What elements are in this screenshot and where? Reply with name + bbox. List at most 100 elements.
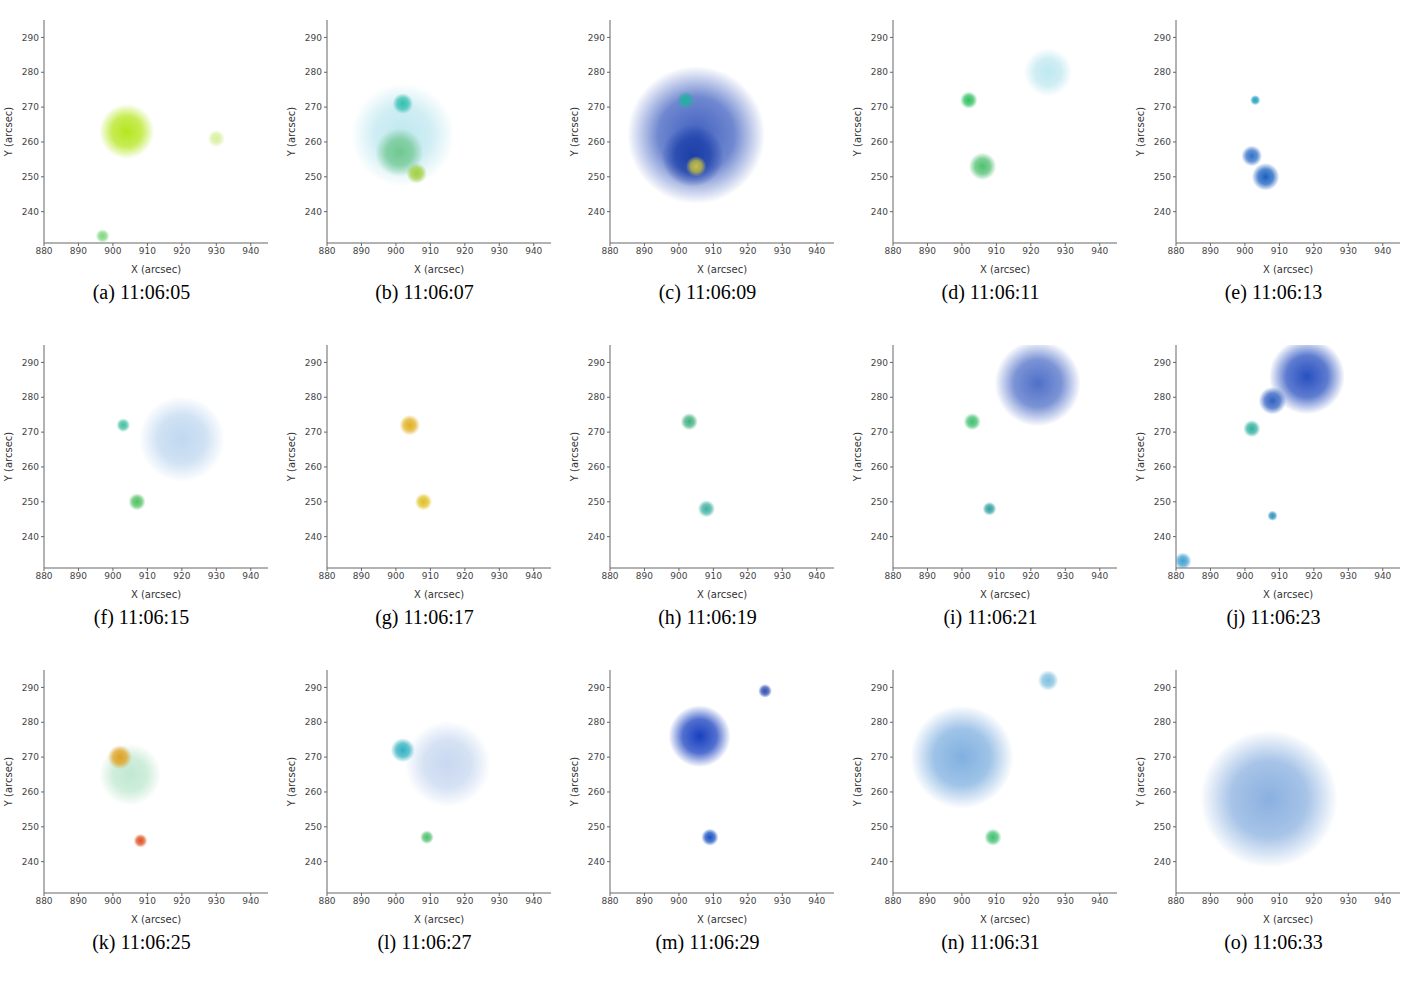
svg-text:250: 250	[870, 172, 887, 182]
svg-text:890: 890	[69, 571, 86, 581]
svg-text:910: 910	[704, 896, 721, 906]
svg-text:260: 260	[304, 462, 321, 472]
svg-text:900: 900	[387, 896, 404, 906]
svg-text:930: 930	[207, 246, 224, 256]
svg-text:290: 290	[21, 358, 38, 368]
svg-text:290: 290	[870, 358, 887, 368]
svg-text:250: 250	[587, 172, 604, 182]
svg-text:280: 280	[587, 67, 604, 77]
svg-text:260: 260	[304, 787, 321, 797]
svg-text:X (arcsec): X (arcsec)	[130, 589, 180, 600]
svg-text:900: 900	[670, 246, 687, 256]
svg-text:940: 940	[525, 246, 542, 256]
svg-text:880: 880	[884, 571, 901, 581]
svg-text:Y (arcsec): Y (arcsec)	[2, 432, 13, 483]
svg-text:290: 290	[1153, 358, 1170, 368]
svg-text:Y (arcsec): Y (arcsec)	[285, 107, 296, 158]
svg-text:910: 910	[704, 246, 721, 256]
svg-text:930: 930	[1056, 896, 1073, 906]
svg-text:930: 930	[490, 571, 507, 581]
svg-text:900: 900	[104, 246, 121, 256]
svg-text:890: 890	[352, 571, 369, 581]
svg-text:270: 270	[587, 752, 604, 762]
svg-text:910: 910	[138, 571, 155, 581]
svg-text:260: 260	[21, 787, 38, 797]
svg-text:270: 270	[304, 102, 321, 112]
svg-text:X (arcsec): X (arcsec)	[696, 914, 746, 925]
svg-text:X (arcsec): X (arcsec)	[413, 589, 463, 600]
svg-text:280: 280	[587, 392, 604, 402]
svg-text:270: 270	[304, 427, 321, 437]
svg-text:910: 910	[138, 246, 155, 256]
svg-text:240: 240	[870, 532, 887, 542]
svg-text:X (arcsec): X (arcsec)	[413, 914, 463, 925]
svg-text:250: 250	[870, 497, 887, 507]
svg-text:880: 880	[1167, 571, 1184, 581]
svg-text:900: 900	[953, 571, 970, 581]
svg-text:280: 280	[870, 717, 887, 727]
svg-text:260: 260	[304, 137, 321, 147]
svg-text:930: 930	[773, 246, 790, 256]
svg-text:250: 250	[21, 172, 38, 182]
svg-text:260: 260	[587, 787, 604, 797]
svg-text:X (arcsec): X (arcsec)	[979, 914, 1029, 925]
svg-text:930: 930	[1056, 571, 1073, 581]
svg-text:920: 920	[1022, 246, 1039, 256]
svg-text:270: 270	[870, 427, 887, 437]
svg-text:920: 920	[173, 571, 190, 581]
svg-text:940: 940	[242, 571, 259, 581]
svg-text:900: 900	[670, 896, 687, 906]
svg-text:880: 880	[601, 246, 618, 256]
svg-text:240: 240	[1153, 532, 1170, 542]
svg-text:930: 930	[773, 896, 790, 906]
svg-text:290: 290	[304, 358, 321, 368]
svg-text:240: 240	[1153, 857, 1170, 867]
svg-text:890: 890	[352, 896, 369, 906]
svg-text:890: 890	[918, 896, 935, 906]
svg-text:940: 940	[525, 896, 542, 906]
svg-text:940: 940	[242, 246, 259, 256]
svg-text:260: 260	[587, 137, 604, 147]
svg-text:900: 900	[953, 246, 970, 256]
svg-text:250: 250	[304, 822, 321, 832]
svg-text:250: 250	[1153, 172, 1170, 182]
svg-text:920: 920	[1022, 896, 1039, 906]
svg-text:920: 920	[739, 896, 756, 906]
svg-text:Y (arcsec): Y (arcsec)	[851, 757, 862, 808]
svg-text:930: 930	[1339, 571, 1356, 581]
svg-text:880: 880	[1167, 246, 1184, 256]
svg-text:260: 260	[870, 787, 887, 797]
svg-text:250: 250	[21, 822, 38, 832]
svg-text:290: 290	[587, 33, 604, 43]
svg-text:890: 890	[352, 246, 369, 256]
svg-text:290: 290	[304, 683, 321, 693]
svg-text:280: 280	[304, 67, 321, 77]
svg-text:250: 250	[587, 822, 604, 832]
svg-text:920: 920	[456, 896, 473, 906]
svg-text:X (arcsec): X (arcsec)	[413, 264, 463, 275]
svg-text:930: 930	[207, 896, 224, 906]
svg-text:290: 290	[21, 33, 38, 43]
svg-text:280: 280	[304, 717, 321, 727]
svg-text:890: 890	[1201, 571, 1218, 581]
svg-text:890: 890	[635, 896, 652, 906]
svg-text:920: 920	[1305, 896, 1322, 906]
svg-text:930: 930	[1056, 246, 1073, 256]
svg-text:260: 260	[870, 462, 887, 472]
svg-text:290: 290	[304, 33, 321, 43]
svg-text:910: 910	[421, 246, 438, 256]
svg-text:240: 240	[870, 857, 887, 867]
svg-text:900: 900	[1236, 571, 1253, 581]
svg-text:Y (arcsec): Y (arcsec)	[568, 757, 579, 808]
svg-text:260: 260	[1153, 462, 1170, 472]
svg-text:880: 880	[1167, 896, 1184, 906]
svg-text:890: 890	[918, 571, 935, 581]
svg-text:280: 280	[870, 67, 887, 77]
svg-text:880: 880	[884, 246, 901, 256]
svg-text:280: 280	[870, 392, 887, 402]
svg-text:Y (arcsec): Y (arcsec)	[568, 432, 579, 483]
svg-text:930: 930	[1339, 246, 1356, 256]
svg-text:Y (arcsec): Y (arcsec)	[851, 107, 862, 158]
svg-text:260: 260	[587, 462, 604, 472]
svg-text:890: 890	[69, 896, 86, 906]
